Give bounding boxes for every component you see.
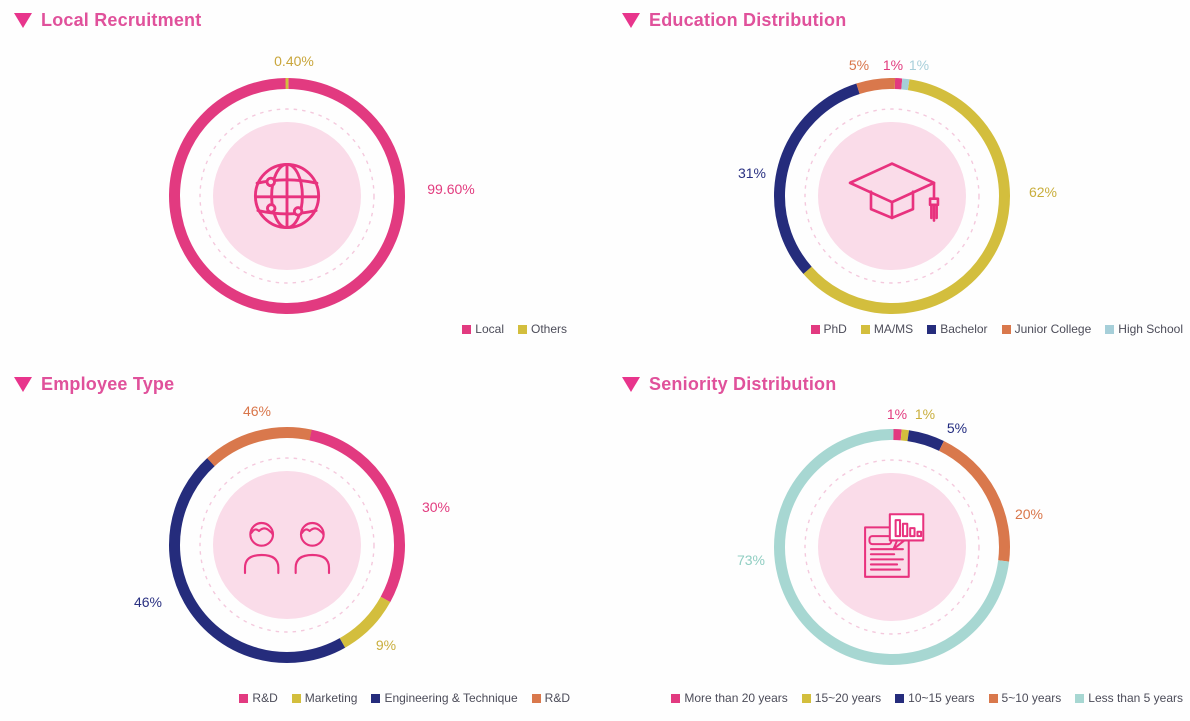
legend-label: 5~10 years — [1001, 691, 1062, 705]
pct-label-ma-ms: 62% — [1028, 184, 1058, 200]
legend-item-rd-orange[interactable]: R&D — [531, 691, 570, 705]
legend-swatch — [239, 693, 249, 703]
legend-label: MA/MS — [873, 322, 914, 336]
legend-swatch — [801, 693, 811, 703]
panel-seniority-distribution: Seniority Distribution 1% 1% 5% 20% 73% — [595, 360, 1190, 721]
legend-education-distribution: PhD MA/MS Bachelor Junior College High S… — [810, 322, 1183, 336]
legend-item-marketing[interactable]: Marketing — [291, 691, 358, 705]
globe-icon — [253, 162, 321, 230]
donut-seniority-distribution[interactable] — [772, 427, 1012, 667]
panel-employee-type: Employee Type 46% 30% 9% 46% R&D — [0, 360, 595, 721]
legend-item-ma-ms[interactable]: MA/MS — [860, 322, 914, 336]
legend-item-bachelor[interactable]: Bachelor — [927, 322, 988, 336]
pct-label-10-15: 5% — [946, 420, 968, 436]
panel-title-text: Local Recruitment — [41, 10, 202, 30]
legend-seniority-distribution: More than 20 years 15~20 years 10~15 yea… — [671, 691, 1183, 705]
legend-item-others[interactable]: Others — [517, 322, 567, 336]
donut-education-distribution[interactable] — [772, 76, 1012, 316]
triangle-down-icon — [622, 377, 640, 392]
legend-swatch — [517, 324, 527, 334]
legend-swatch — [810, 324, 820, 334]
legend-swatch — [671, 693, 681, 703]
graduation-cap-icon — [848, 162, 940, 222]
legend-label: Less than 5 years — [1088, 691, 1183, 705]
legend-label: Others — [530, 322, 567, 336]
pct-label-15-20: 1% — [914, 406, 936, 422]
triangle-down-icon — [14, 13, 32, 28]
donut-employee-type[interactable] — [167, 425, 407, 665]
legend-label: 15~20 years — [814, 691, 882, 705]
legend-label: High School — [1118, 322, 1183, 336]
pct-label-less-than-5: 73% — [736, 552, 766, 568]
legend-swatch — [531, 693, 541, 703]
legend-item-10-15-years[interactable]: 10~15 years — [895, 691, 975, 705]
legend-swatch — [1105, 324, 1115, 334]
legend-swatch — [860, 324, 870, 334]
panel-title-employee-type: Employee Type — [14, 374, 174, 395]
pct-label-5-10: 20% — [1014, 506, 1044, 522]
legend-label: PhD — [823, 322, 847, 336]
panel-title-education-distribution: Education Distribution — [622, 10, 846, 31]
legend-label: R&D — [544, 691, 570, 705]
legend-item-rd-pink[interactable]: R&D — [239, 691, 278, 705]
panel-title-text: Education Distribution — [649, 10, 847, 30]
pct-label-phd: 1% — [882, 57, 904, 73]
pct-label-marketing: 9% — [375, 637, 397, 653]
legend-swatch — [371, 693, 381, 703]
people-icon — [243, 521, 331, 575]
pct-label-engineering: 46% — [133, 594, 163, 610]
pct-label-more-than-20: 1% — [886, 406, 908, 422]
legend-label: More than 20 years — [684, 691, 788, 705]
legend-swatch — [895, 693, 905, 703]
legend-item-local[interactable]: Local — [462, 322, 504, 336]
panel-education-distribution: Education Distribution 5% 1% 1% 31% 62% … — [595, 0, 1190, 360]
pct-label-others: 0.40% — [274, 53, 314, 69]
legend-label: Local — [475, 322, 504, 336]
panel-title-local-recruitment: Local Recruitment — [14, 10, 201, 31]
pct-label-local: 99.60% — [427, 181, 475, 197]
legend-swatch — [291, 693, 301, 703]
legend-item-high-school[interactable]: High School — [1105, 322, 1183, 336]
legend-label: R&D — [252, 691, 278, 705]
panel-title-seniority-distribution: Seniority Distribution — [622, 374, 836, 395]
pct-label-junior-college: 5% — [848, 57, 870, 73]
legend-swatch — [1001, 324, 1011, 334]
pct-label-bachelor: 31% — [737, 165, 767, 181]
pct-label-rd-orange: 46% — [242, 403, 272, 419]
legend-swatch — [988, 693, 998, 703]
legend-employee-type: R&D Marketing Engineering & Technique R&… — [239, 691, 570, 705]
legend-item-engineering-technique[interactable]: Engineering & Technique — [371, 691, 518, 705]
legend-local-recruitment: Local Others — [462, 322, 567, 336]
legend-label: Bachelor — [940, 322, 988, 336]
triangle-down-icon — [622, 13, 640, 28]
legend-swatch — [927, 324, 937, 334]
panel-local-recruitment: Local Recruitment 0.40% 99.60% Local Oth… — [0, 0, 595, 360]
legend-item-junior-college[interactable]: Junior College — [1001, 322, 1092, 336]
legend-item-phd[interactable]: PhD — [810, 322, 847, 336]
legend-swatch — [1075, 693, 1085, 703]
triangle-down-icon — [14, 377, 32, 392]
legend-label: 10~15 years — [908, 691, 975, 705]
legend-label: Engineering & Technique — [384, 691, 518, 705]
panel-title-text: Seniority Distribution — [649, 374, 837, 394]
panel-title-text: Employee Type — [41, 374, 175, 394]
legend-item-less-than-5-years[interactable]: Less than 5 years — [1075, 691, 1183, 705]
legend-item-more-than-20-years[interactable]: More than 20 years — [671, 691, 788, 705]
report-document-icon — [864, 513, 925, 578]
legend-label: Junior College — [1014, 322, 1092, 336]
legend-item-5-10-years[interactable]: 5~10 years — [988, 691, 1062, 705]
legend-swatch — [462, 324, 472, 334]
pct-label-rd-pink: 30% — [421, 499, 451, 515]
legend-item-15-20-years[interactable]: 15~20 years — [801, 691, 882, 705]
legend-label: Marketing — [304, 691, 358, 705]
pct-label-high-school: 1% — [908, 57, 930, 73]
